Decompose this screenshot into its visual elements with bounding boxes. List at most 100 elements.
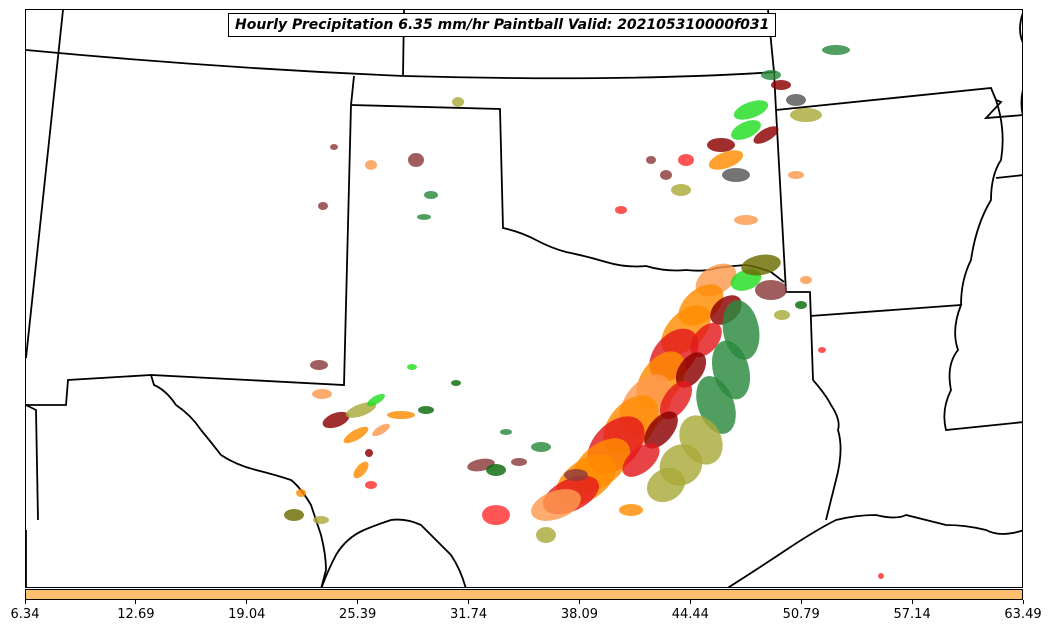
precip-blob	[660, 170, 672, 180]
colorbar-tick	[800, 600, 802, 604]
colorbar-tick-label: 19.04	[228, 607, 266, 622]
precip-blob	[707, 138, 735, 152]
boundary-nm-tx	[149, 104, 352, 587]
precip-blob	[407, 364, 417, 370]
precip-blob	[424, 191, 438, 199]
precip-blob	[690, 322, 722, 358]
precip-blob	[800, 276, 812, 284]
colorbar-tick	[357, 600, 359, 604]
precip-blob	[761, 70, 781, 80]
boundary-ok-ar	[775, 109, 814, 381]
colorbar-tick-label: 6.34	[10, 607, 40, 622]
colorbar-tick-label: 50.79	[782, 607, 820, 622]
precip-blob	[646, 467, 686, 503]
boundary-az-mex	[26, 404, 39, 521]
precip-blob	[284, 509, 304, 521]
precip-blob	[755, 280, 787, 300]
precip-blob	[795, 301, 807, 309]
colorbar-tick	[578, 600, 580, 604]
precip-blob	[741, 254, 781, 276]
colorbar-tick-label: 31.74	[449, 607, 488, 622]
colorbar-tick-label: 57.14	[893, 607, 931, 622]
precip-blob	[790, 108, 822, 122]
boundary-river-wiggle	[1020, 89, 1022, 116]
precip-blob	[774, 310, 790, 320]
coastline-tx	[320, 518, 467, 587]
precip-blob	[731, 120, 761, 140]
colorbar-tick	[468, 600, 470, 604]
precip-blob	[500, 429, 512, 435]
precipitation-paintball-swaths	[284, 45, 884, 579]
colorbar-tick-label: 38.09	[560, 607, 599, 622]
precip-blob	[678, 154, 694, 166]
colorbar-tick-label: 25.39	[339, 607, 377, 622]
colorbar-tick-label: 63.49	[1004, 607, 1042, 622]
colorbar-tick	[1022, 600, 1024, 604]
precip-blob	[788, 171, 804, 179]
precip-blob	[511, 458, 527, 466]
colorbar-tick	[911, 600, 913, 604]
map-title: Hourly Precipitation 6.35 mm/hr Paintbal…	[228, 13, 777, 37]
precip-blob	[786, 94, 806, 106]
precip-blob	[296, 489, 306, 497]
precip-blob	[671, 184, 691, 196]
precip-blob	[536, 527, 556, 543]
precip-blob	[418, 406, 434, 414]
colorbar	[25, 589, 1023, 600]
precip-blob	[675, 352, 707, 388]
precip-blob	[646, 156, 656, 164]
precip-blob	[310, 360, 328, 370]
boundary-east-wiggle	[1019, 12, 1022, 43]
boundary-mo-ar	[775, 87, 1022, 120]
precip-blob	[452, 97, 464, 107]
precip-blob	[660, 380, 692, 420]
boundary-nm-az	[26, 374, 152, 406]
precipitation-map	[26, 10, 1022, 587]
precip-blob	[531, 489, 581, 521]
precip-blob	[408, 153, 424, 167]
precip-blob	[822, 45, 850, 55]
precip-blob	[878, 573, 884, 579]
precip-blob	[486, 464, 506, 476]
map-panel	[25, 9, 1023, 588]
boundary-ar-la	[809, 303, 1022, 431]
precip-blob	[343, 426, 369, 444]
colorbar-tick	[24, 600, 26, 604]
precip-blob	[312, 389, 332, 399]
precip-blob	[753, 126, 779, 144]
colorbar-tick	[135, 600, 137, 604]
precip-blob	[313, 516, 329, 524]
precip-blob	[622, 443, 660, 477]
precip-blob	[330, 144, 338, 150]
precip-blob	[722, 168, 750, 182]
precip-blob	[318, 202, 328, 210]
precip-blob	[564, 469, 588, 481]
colorbar-tick-label: 12.69	[117, 607, 155, 622]
precip-blob	[353, 461, 369, 479]
precip-blob	[615, 206, 627, 214]
boundary-co-ks	[350, 75, 355, 106]
coastline-gulf	[727, 514, 1022, 587]
precip-blob	[365, 481, 377, 489]
precip-blob	[417, 214, 431, 220]
precip-blob	[619, 504, 643, 516]
colorbar-tick	[689, 600, 691, 604]
boundary-co-ne	[26, 49, 777, 80]
precip-blob	[365, 160, 377, 170]
precip-blob	[451, 380, 461, 386]
precip-blob	[387, 411, 415, 419]
state-boundaries	[26, 10, 1022, 587]
precip-blob	[322, 411, 350, 429]
colorbar-tick-label: 44.44	[671, 607, 709, 622]
precip-blob	[345, 402, 377, 418]
boundary-ks-ok	[350, 104, 785, 283]
boundary-tx-la	[812, 379, 842, 521]
boundary-co-nm	[26, 10, 64, 359]
boundary-ms-al	[995, 174, 1022, 179]
precip-blob	[482, 505, 510, 525]
precip-blob	[771, 80, 791, 90]
precip-blob	[531, 442, 551, 452]
precip-blob	[644, 411, 678, 449]
precip-blob	[708, 150, 744, 170]
precip-blob	[734, 215, 758, 225]
